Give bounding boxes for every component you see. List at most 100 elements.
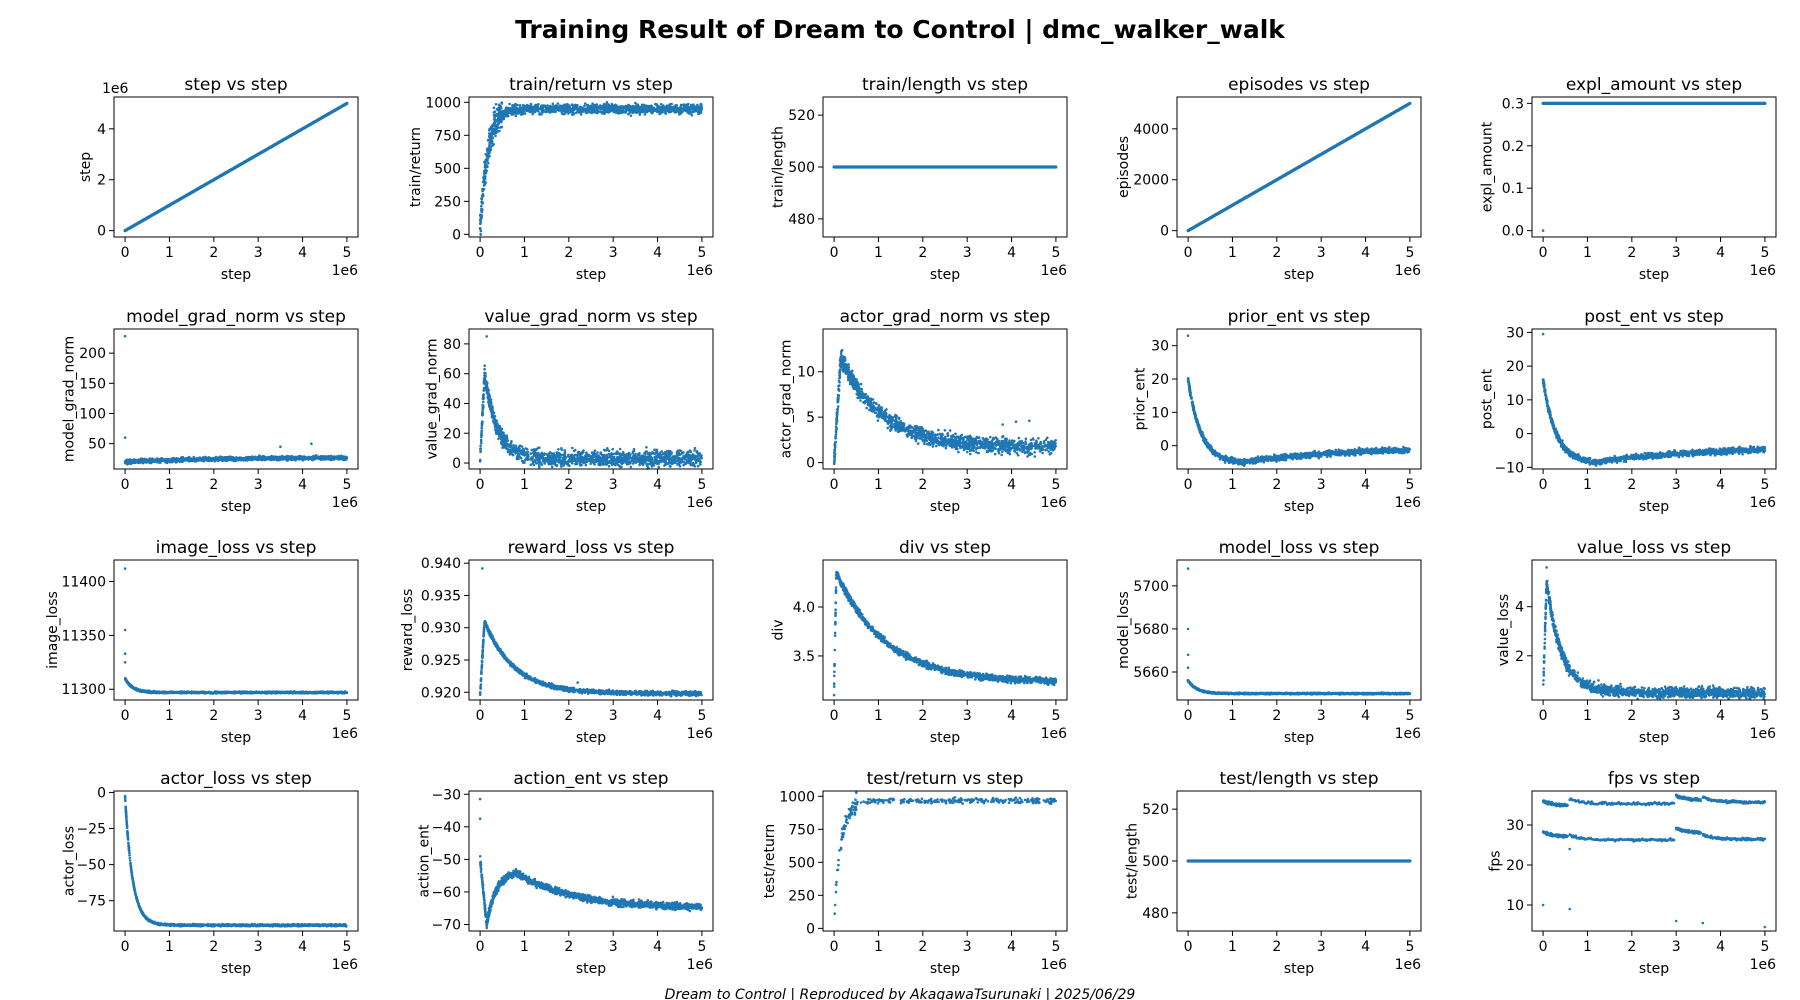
data-point <box>487 161 490 165</box>
data-point <box>520 108 524 111</box>
data-point <box>556 102 560 105</box>
data-point <box>632 109 635 112</box>
data-point <box>624 111 627 114</box>
x-tick-label: 1 <box>1228 245 1237 261</box>
x-axis-label: step <box>576 267 606 283</box>
data-point <box>480 208 484 212</box>
x-tick-label: 1 <box>165 245 174 261</box>
data-point <box>607 464 611 468</box>
data-point <box>482 389 486 392</box>
data-point <box>310 442 313 446</box>
data-point <box>484 170 487 174</box>
data-point <box>679 108 682 111</box>
data-point <box>497 103 501 106</box>
x-axis-label: step <box>930 267 960 283</box>
data-point <box>492 106 496 110</box>
data-point <box>489 142 493 145</box>
y-tick-label: 0 <box>97 224 106 240</box>
y-tick-label: 0 <box>452 227 461 243</box>
data-point <box>660 110 663 114</box>
y-tick-label: 250 <box>434 194 461 210</box>
data-point <box>236 458 240 462</box>
y-tick-label: 0.1 <box>1502 181 1524 197</box>
data-point <box>650 108 654 112</box>
data-point <box>514 107 517 110</box>
y-axis-label: model_grad_norm <box>61 336 77 462</box>
data-point <box>322 457 326 460</box>
data-point <box>566 102 569 106</box>
x-tick-label: 3 <box>254 477 263 493</box>
data-point <box>509 108 513 112</box>
data-point <box>624 107 628 111</box>
x-tick-label: 5 <box>342 477 351 493</box>
data-point <box>482 179 486 183</box>
data-point <box>134 460 138 463</box>
data-point <box>497 437 500 441</box>
data-point <box>482 176 485 179</box>
data-point <box>278 456 281 459</box>
x-tick-label: 0 <box>476 245 485 261</box>
y-tick-label: 50 <box>88 437 106 453</box>
x-tick-label: 1 <box>520 245 529 261</box>
subplot-title: train/length vs step <box>862 75 1028 95</box>
x-multiplier: 1e6 <box>687 263 714 279</box>
data-point <box>576 110 579 114</box>
data-point <box>635 109 638 112</box>
data-point <box>495 107 499 111</box>
data-point <box>583 102 587 105</box>
data-point <box>488 144 491 147</box>
data-point <box>610 104 613 108</box>
data-point <box>605 453 609 457</box>
subplot-title: expl_amount vs step <box>1566 75 1742 95</box>
data-point <box>192 458 195 462</box>
x-multiplier: 1e6 <box>332 495 359 511</box>
data-point <box>680 111 683 115</box>
data-point <box>297 456 300 460</box>
scatter-points <box>478 335 703 470</box>
data-point <box>523 107 527 110</box>
y-tick-label: 500 <box>434 161 461 177</box>
y-tick-label: 0 <box>1160 224 1169 240</box>
data-point <box>218 458 222 461</box>
data-point <box>614 103 617 107</box>
y-tick-label: 500 <box>788 160 815 176</box>
data-point <box>131 459 135 463</box>
data-point <box>538 465 541 469</box>
x-tick-label: 1 <box>874 245 883 261</box>
subplot-title: model_grad_norm vs step <box>126 307 346 327</box>
data-point <box>579 113 583 116</box>
data-point <box>687 107 691 110</box>
data-point <box>567 108 570 111</box>
data-point <box>252 457 256 461</box>
data-point <box>636 104 639 107</box>
y-tick-label: 0.0 <box>1502 224 1524 240</box>
data-point <box>639 108 643 112</box>
data-point <box>580 106 584 109</box>
data-point <box>492 130 496 134</box>
data-point <box>600 104 604 108</box>
data-point <box>335 457 339 460</box>
data-point <box>486 158 489 161</box>
data-point <box>486 390 489 394</box>
data-point <box>179 457 182 461</box>
data-point <box>224 457 227 461</box>
x-tick-label: 5 <box>342 245 351 261</box>
data-point <box>145 460 148 463</box>
data-point <box>567 111 570 114</box>
x-tick-label: 0 <box>121 245 130 261</box>
data-point <box>487 150 491 154</box>
data-point <box>556 108 560 111</box>
data-point <box>523 461 526 464</box>
data-point <box>483 374 486 377</box>
data-point <box>235 456 239 460</box>
y-tick-label: 480 <box>788 212 815 228</box>
data-point <box>499 126 503 129</box>
data-point <box>548 106 552 110</box>
data-point <box>668 110 671 114</box>
data-point <box>690 113 694 117</box>
data-point <box>564 109 567 113</box>
data-point <box>490 126 494 130</box>
data-point <box>481 400 485 404</box>
subplot-title: episodes vs step <box>1228 75 1370 95</box>
data-point <box>665 105 668 109</box>
